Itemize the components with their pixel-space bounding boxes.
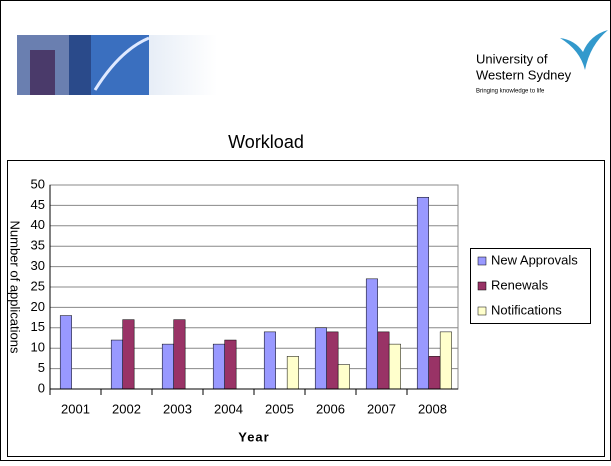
bar (59, 315, 72, 390)
legend-swatch (477, 281, 487, 291)
bar (326, 331, 339, 390)
legend-label: Renewals (491, 277, 549, 292)
logo-line: Western Sydney (476, 67, 572, 82)
bar (173, 319, 186, 390)
y-tick-label: 20 (31, 299, 45, 314)
x-tick-label: 2008 (418, 401, 447, 416)
bar (286, 356, 299, 390)
logo-tagline: Bringing knowledge to life (476, 89, 545, 95)
bar (439, 331, 452, 390)
y-tick-label: 50 (31, 176, 45, 191)
y-tick-label: 35 (31, 238, 45, 253)
y-tick-label: 30 (31, 258, 45, 273)
x-tick-label: 2002 (112, 401, 141, 416)
bar (122, 319, 135, 390)
bar (428, 356, 441, 390)
y-tick-label: 0 (38, 380, 45, 395)
bar (337, 364, 350, 390)
bar (110, 339, 123, 390)
x-tick-label: 2001 (61, 401, 90, 416)
x-tick-label: 2007 (367, 401, 396, 416)
bar (263, 331, 276, 390)
x-tick-label: 2005 (265, 401, 294, 416)
bar (161, 343, 174, 390)
bar (377, 331, 390, 390)
y-tick-label: 40 (31, 217, 45, 232)
legend-label: Notifications (491, 302, 562, 317)
x-tick-label: 2004 (214, 401, 243, 416)
legend-swatch (477, 306, 487, 316)
bar (365, 278, 378, 390)
x-axis-label: Year (238, 429, 269, 444)
legend (470, 248, 591, 324)
slide-title: Workload (228, 132, 304, 152)
y-axis-label: Number of applications (8, 221, 23, 354)
header-photos (17, 35, 217, 95)
y-tick-label: 25 (31, 278, 45, 293)
bar (388, 343, 401, 390)
y-tick-label: 5 (38, 360, 45, 375)
bar (224, 339, 237, 390)
logo-mark (560, 30, 608, 70)
y-tick-label: 15 (31, 319, 45, 334)
x-tick-label: 2006 (316, 401, 345, 416)
x-tick-label: 2003 (163, 401, 192, 416)
y-tick-label: 10 (31, 340, 45, 355)
bar (314, 327, 327, 390)
legend-label: New Approvals (491, 252, 578, 267)
bar (416, 196, 429, 390)
y-tick-label: 45 (31, 197, 45, 212)
logo-line: University of (476, 51, 548, 66)
legend-swatch (477, 256, 487, 266)
bar (212, 343, 225, 390)
